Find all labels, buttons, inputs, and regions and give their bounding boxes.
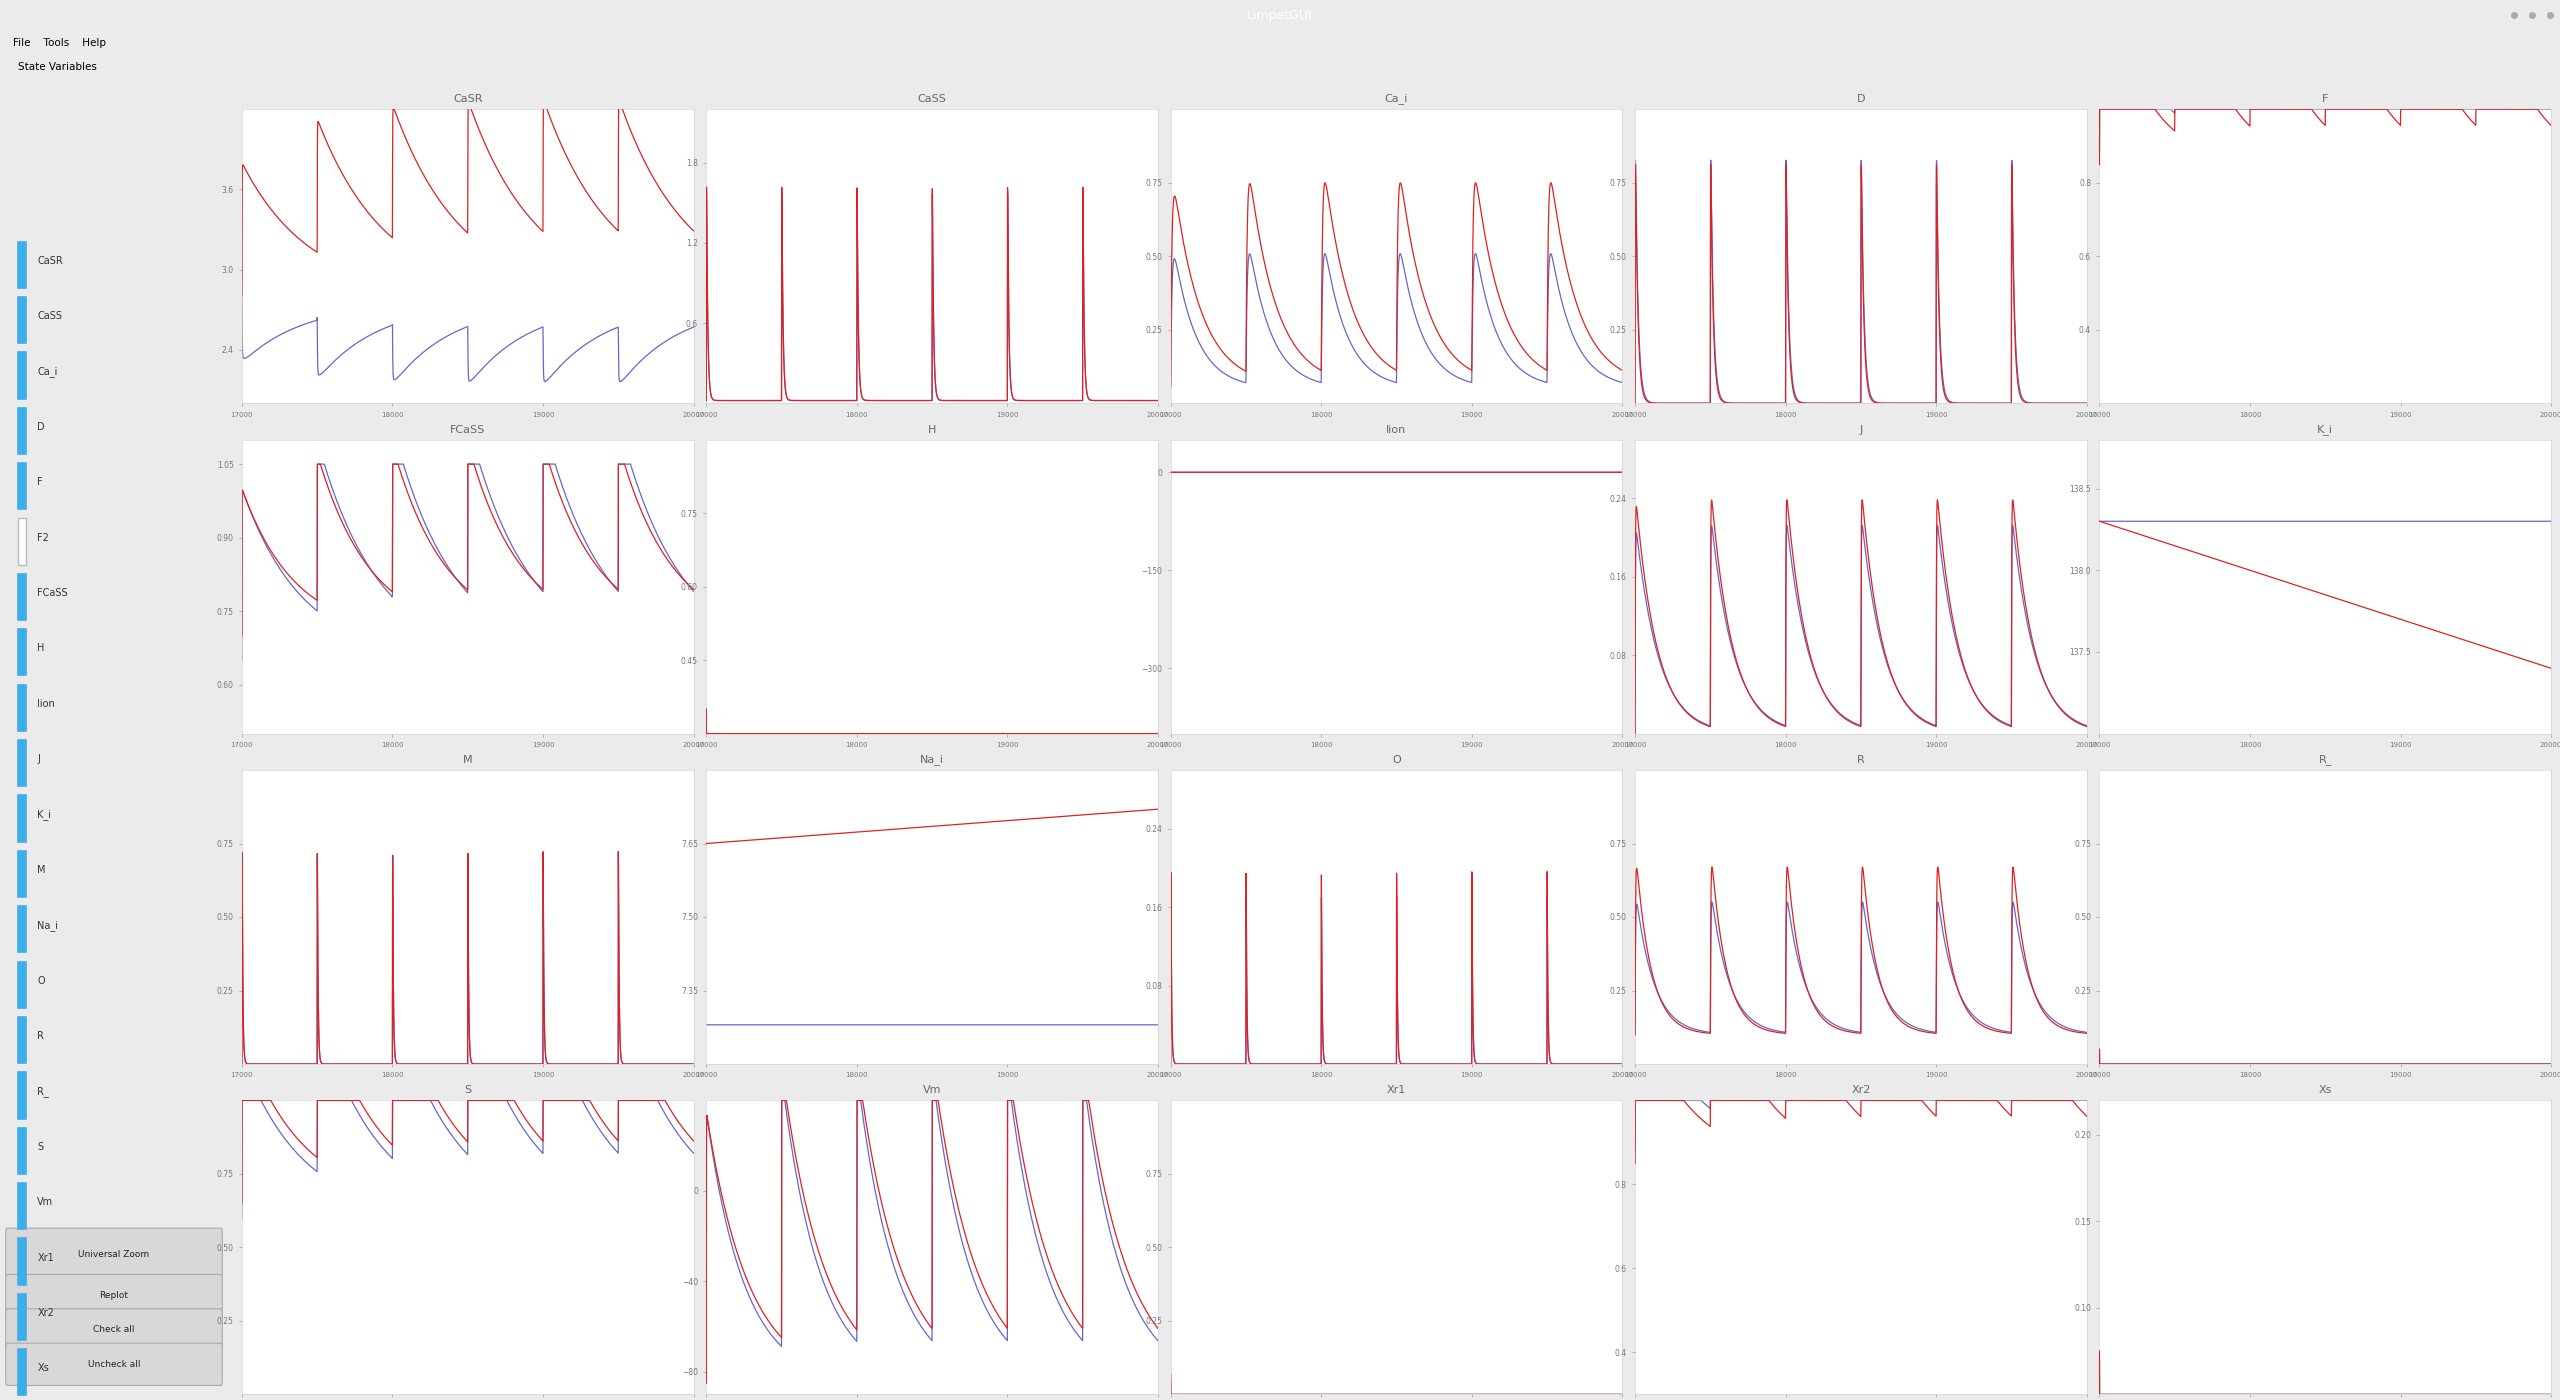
Bar (18, 629, 26, 675)
Text: D: D (38, 421, 46, 431)
Text: F2: F2 (38, 532, 49, 543)
Text: FCaSS: FCaSS (38, 588, 67, 598)
Text: S: S (463, 1085, 471, 1095)
Bar (20, 1022, 26, 1058)
FancyBboxPatch shape (5, 1228, 223, 1281)
FancyBboxPatch shape (5, 1343, 223, 1386)
Text: CaSR: CaSR (453, 94, 481, 104)
Text: LimpetGUI: LimpetGUI (1247, 8, 1313, 22)
Bar (20, 246, 26, 283)
Bar (20, 1189, 26, 1224)
Bar (18, 795, 26, 841)
Text: R_: R_ (38, 1086, 49, 1096)
Text: State Variables: State Variables (18, 62, 97, 73)
Text: K_i: K_i (2317, 424, 2332, 434)
Text: R: R (38, 1030, 44, 1042)
Bar (18, 1239, 26, 1285)
Text: Xr2: Xr2 (1851, 1085, 1871, 1095)
Bar (20, 801, 26, 836)
Text: Ca_i: Ca_i (38, 365, 56, 377)
Bar (18, 962, 26, 1008)
Bar (20, 1299, 26, 1334)
Bar (18, 1016, 26, 1063)
Bar (20, 855, 26, 892)
Bar (18, 851, 26, 897)
Bar (18, 1072, 26, 1119)
Bar (18, 297, 26, 343)
Bar (20, 690, 26, 725)
Text: H: H (38, 644, 44, 654)
Bar (18, 407, 26, 454)
Bar (20, 911, 26, 948)
Text: Iion: Iion (38, 699, 54, 708)
Bar (20, 1133, 26, 1169)
Text: Uncheck all: Uncheck all (87, 1359, 141, 1369)
Bar (20, 1243, 26, 1280)
Text: Ca_i: Ca_i (1385, 94, 1408, 104)
Text: Xr1: Xr1 (38, 1253, 54, 1263)
Text: H: H (927, 424, 937, 434)
Bar (20, 580, 26, 615)
Text: O: O (1393, 755, 1400, 764)
Bar (18, 685, 26, 731)
Text: Xs: Xs (38, 1364, 49, 1373)
Text: Vm: Vm (38, 1197, 54, 1207)
Text: R_: R_ (2319, 755, 2332, 764)
Text: M: M (38, 865, 46, 875)
Bar (20, 413, 26, 448)
Bar (18, 1294, 26, 1340)
Bar (18, 353, 26, 399)
Text: F: F (2322, 94, 2330, 104)
Text: D: D (1856, 94, 1866, 104)
Text: Replot: Replot (100, 1291, 128, 1301)
Bar (18, 741, 26, 787)
Text: File    Tools    Help: File Tools Help (13, 38, 105, 49)
Bar (20, 1078, 26, 1113)
Text: FCaSS: FCaSS (451, 424, 486, 434)
Text: M: M (463, 755, 474, 764)
Bar (18, 1350, 26, 1396)
Bar (20, 634, 26, 671)
Bar (18, 1183, 26, 1229)
FancyBboxPatch shape (5, 1309, 223, 1351)
Bar (18, 906, 26, 952)
Text: F: F (38, 477, 44, 487)
FancyBboxPatch shape (5, 1274, 223, 1317)
Text: Na_i: Na_i (919, 755, 945, 764)
Bar (20, 302, 26, 337)
Text: J: J (1859, 424, 1864, 434)
Text: Iion: Iion (1388, 424, 1405, 434)
Text: CaSR: CaSR (38, 256, 64, 266)
Text: Xr1: Xr1 (1388, 1085, 1405, 1095)
Bar (18, 518, 26, 564)
Bar (18, 574, 26, 620)
Text: Vm: Vm (922, 1085, 942, 1095)
Text: CaSS: CaSS (916, 94, 947, 104)
Text: Xs: Xs (2319, 1085, 2332, 1095)
Bar (18, 463, 26, 510)
Text: Na_i: Na_i (38, 920, 59, 931)
Bar (20, 967, 26, 1002)
Text: Universal Zoom: Universal Zoom (79, 1250, 148, 1259)
Text: CaSS: CaSS (38, 311, 61, 321)
Bar (20, 469, 26, 504)
Text: J: J (38, 755, 41, 764)
Bar (20, 357, 26, 393)
Bar (20, 1354, 26, 1390)
Bar (20, 745, 26, 781)
Text: Xr2: Xr2 (38, 1308, 54, 1317)
Text: K_i: K_i (38, 809, 51, 820)
Bar (18, 1127, 26, 1175)
Text: R: R (1856, 755, 1864, 764)
Text: Check all: Check all (92, 1326, 136, 1334)
Bar (18, 242, 26, 288)
Text: O: O (38, 976, 46, 986)
Text: S: S (38, 1142, 44, 1152)
